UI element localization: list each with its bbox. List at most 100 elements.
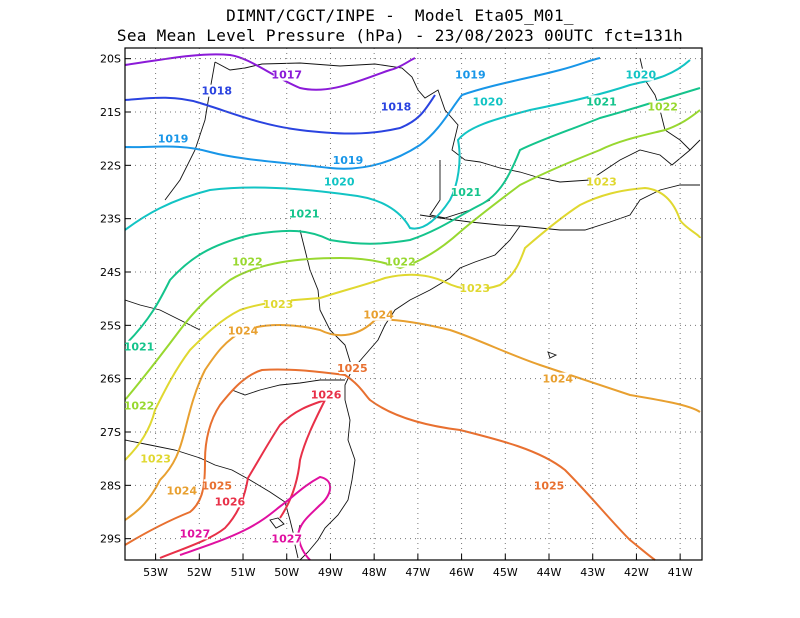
contour-label-1026: 1026 (215, 495, 246, 508)
contour-label-text: 1026 (311, 389, 342, 402)
grid-lines (125, 48, 702, 560)
contour-label-text: 1024 (363, 309, 394, 322)
contour-label-text: 1020 (324, 175, 355, 188)
contour-1022 (124, 109, 701, 401)
contour-label-1023: 1023 (263, 298, 294, 311)
contour-label-bg (588, 95, 615, 108)
contour-label-text: 1025 (534, 479, 565, 492)
y-tick-label: 24S (100, 266, 121, 279)
contour-label-bg (230, 324, 257, 337)
contour-label-bg (142, 452, 169, 465)
contour-label-bg (383, 100, 410, 113)
contour-label-bg (234, 255, 261, 268)
contour-label-bg (126, 340, 152, 353)
contour-label-bg (474, 95, 501, 108)
y-tick-label: 25S (100, 319, 121, 332)
contour-label-1022: 1022 (647, 100, 678, 114)
x-tick-label: 41W (668, 566, 693, 579)
contour-label-bg (264, 298, 291, 310)
contour-1024 (124, 318, 701, 521)
contour-label-bg (181, 527, 208, 540)
contour-label-bg (544, 372, 571, 385)
contour-label-text: 1024 (542, 373, 573, 386)
contour-label-bg (334, 154, 361, 166)
contour-label-1021: 1021 (124, 340, 155, 354)
x-tick-label: 53W (143, 566, 168, 579)
contour-label-text: 1026 (215, 495, 246, 508)
contour-label-text: 1018 (201, 85, 232, 98)
contour-label-bg (588, 175, 615, 188)
x-tick-label: 44W (537, 566, 562, 579)
x-tick-label: 50W (274, 566, 299, 579)
contour-label-text: 1018 (381, 101, 412, 114)
contour-label-bg (203, 84, 230, 97)
contour-label-1020: 1020 (472, 95, 503, 108)
contour-label-1024: 1024 (228, 324, 259, 338)
map-frame (124, 47, 703, 561)
contour-label-1025: 1025 (337, 362, 368, 375)
contour-label-1020: 1020 (625, 68, 656, 82)
contour-label-1025: 1025 (534, 479, 565, 492)
contour-label-1023: 1023 (459, 282, 490, 295)
contour-1021 (124, 87, 701, 346)
contour-label-text: 1024 (167, 485, 198, 498)
contour-label-bg (273, 68, 300, 81)
contour-label-1018: 1018 (381, 100, 412, 114)
contour-label-bg (339, 362, 366, 374)
contour-label-bg (203, 479, 230, 492)
chart-title-line1: DIMNT/CGCT/INPE - Model Eta05_M01_ (226, 6, 574, 25)
contour-1019 (124, 57, 601, 170)
contour-1018 (124, 94, 436, 135)
contour-label-bg (216, 495, 243, 508)
contour-1026 (159, 398, 327, 559)
contour-label-1020: 1020 (324, 175, 355, 188)
contour-label-1026: 1026 (311, 388, 342, 402)
y-tick-label: 21S (100, 106, 121, 119)
contour-1020 (124, 59, 691, 231)
y-tick-label: 26S (100, 373, 121, 386)
x-tick-label: 52W (187, 566, 212, 579)
contour-label-text: 1022 (385, 255, 416, 268)
y-tick-label: 29S (100, 533, 121, 546)
y-tick-label: 27S (100, 426, 121, 439)
contour-label-text: 1025 (201, 479, 232, 492)
contour-label-1017: 1017 (271, 68, 302, 82)
contour-label-text: 1022 (124, 399, 155, 412)
contour-label-1024: 1024 (542, 372, 573, 386)
contour-lines (124, 53, 701, 561)
contour-label-bg (387, 255, 414, 268)
contour-label-1022: 1022 (232, 255, 263, 268)
contour-label-text: 1027 (180, 527, 211, 540)
contour-label-bg (461, 282, 488, 294)
contour-label-1027: 1027 (271, 532, 302, 546)
contour-label-1019: 1019 (455, 68, 486, 82)
contour-label-1023: 1023 (586, 175, 617, 188)
contour-label-bg (452, 186, 479, 198)
contour-label-bg (365, 308, 392, 321)
contour-labels: 1017 1018 1018 1019 1019 1019 1020 1020 1020 1021… (124, 68, 678, 546)
contour-label-bg (291, 207, 318, 220)
x-tick-label: 49W (318, 566, 343, 579)
y-tick-label: 20S (100, 53, 121, 66)
contour-label-1025: 1025 (201, 479, 232, 492)
contour-label-text: 1020 (472, 95, 503, 108)
contour-label-1019: 1019 (333, 154, 363, 167)
contour-label-text: 1021 (124, 341, 155, 354)
contour-label-text: 1023 (459, 282, 490, 295)
contour-label-bg (126, 399, 152, 412)
contour-label-bg (627, 68, 654, 81)
contour-label-bg (457, 68, 484, 81)
contour-label-text: 1023 (263, 298, 294, 311)
contour-label-bg (160, 132, 187, 145)
contour-label-bg (649, 100, 676, 113)
contour-label-bg (536, 479, 563, 492)
x-tick-label: 43W (580, 566, 605, 579)
x-tick-label: 47W (405, 566, 430, 579)
x-tick-label: 42W (624, 566, 649, 579)
contour-label-text: 1021 (451, 186, 482, 199)
y-tick-label: 22S (100, 159, 121, 172)
contour-label-1024: 1024 (167, 484, 198, 498)
axis-ticks: 53W 52W 51W 50W 49W 48W 47W 46W 45W 44W 43W 42W 41W 2… (100, 53, 693, 579)
contour-label-text: 1024 (228, 325, 259, 338)
contour-label-1019: 1019 (158, 132, 188, 146)
